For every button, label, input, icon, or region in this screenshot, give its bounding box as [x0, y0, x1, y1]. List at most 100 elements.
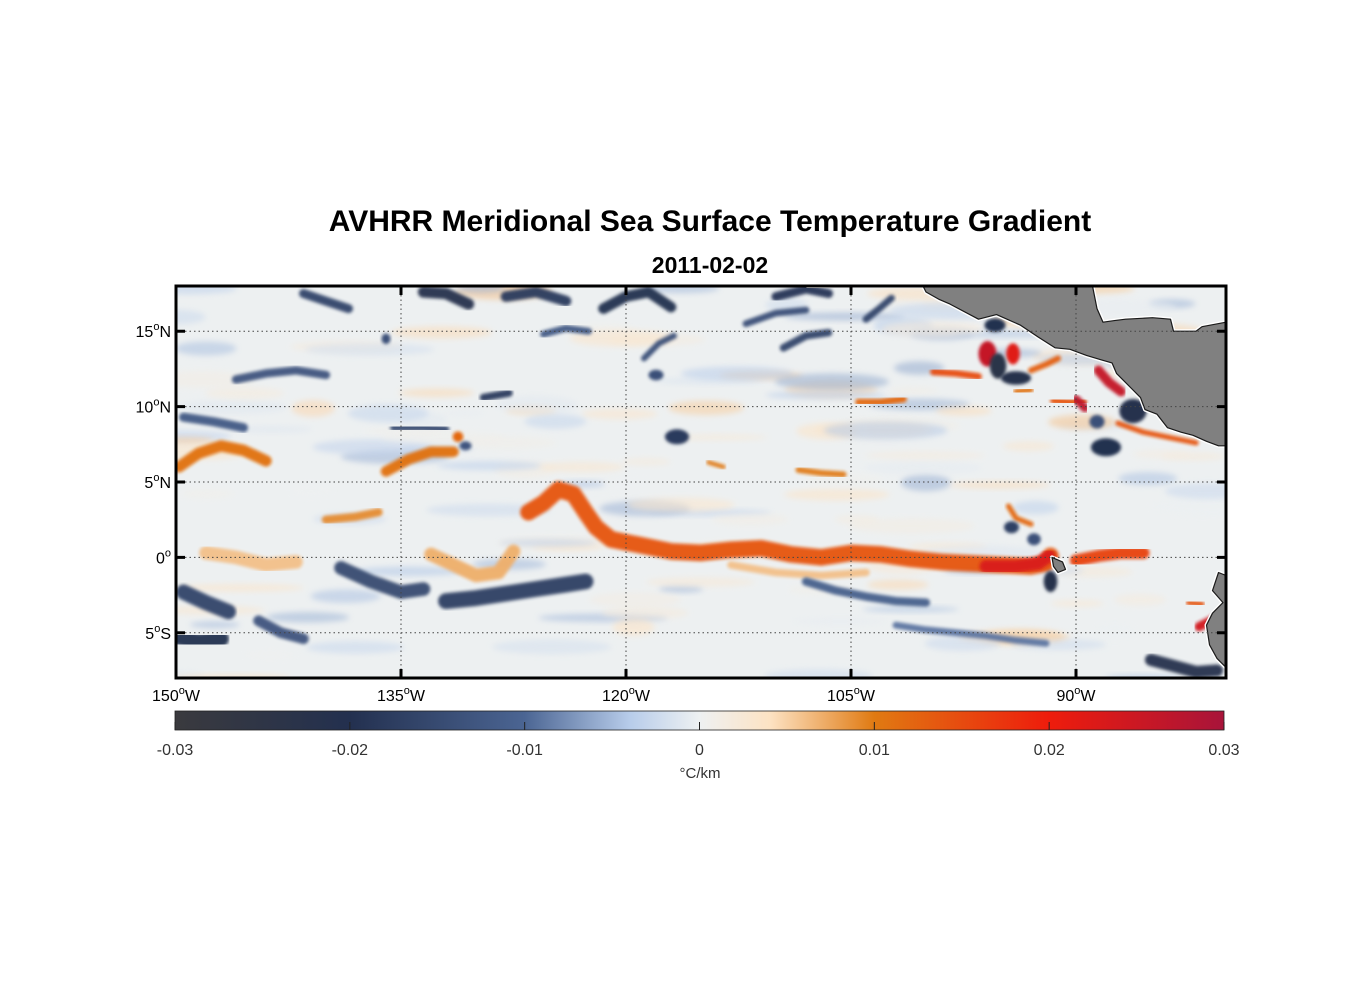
texture-streak [538, 461, 625, 473]
texture-streak [347, 404, 429, 423]
warm-gradient-band [727, 561, 870, 580]
land-polygon [1205, 571, 1226, 669]
cool-gradient-band [417, 286, 475, 310]
texture-streak [492, 639, 612, 655]
warm-gradient-band [321, 508, 383, 524]
cool-gradient-band [862, 294, 895, 323]
land-polygon [1051, 556, 1067, 574]
warm-gradient-band [930, 368, 982, 380]
texture-streak [398, 388, 475, 398]
cool-gradient-blob [648, 369, 664, 381]
x-tick-label: 90oW [1056, 685, 1096, 705]
colorbar-tick-label: -0.01 [506, 742, 543, 759]
cool-gradient-blob [1043, 570, 1058, 593]
gradient-features [176, 286, 1225, 678]
texture-streak [1132, 449, 1191, 459]
cool-gradient-band [299, 289, 353, 314]
colorbar-tick-label: -0.02 [332, 742, 369, 759]
texture-streak [612, 618, 655, 636]
texture-streak [581, 408, 658, 420]
colorbar: -0.03 -0.02 -0.01 0 0.01 0.02 0.03 °C/km [157, 710, 1240, 782]
texture-streak [900, 474, 951, 492]
land-masses [805, 286, 1226, 670]
warm-gradient-band [1069, 546, 1150, 567]
texture-streak [306, 641, 405, 654]
texture-streak [665, 434, 768, 441]
texture-streak [176, 341, 237, 356]
cool-gradient-band [540, 324, 592, 338]
warm-gradient-band [855, 395, 907, 406]
cool-gradient-band [334, 561, 431, 599]
warm-gradient-band [706, 460, 726, 470]
cool-gradient-band [892, 621, 1050, 647]
texture-streak [659, 585, 703, 593]
warm-gradient-band [380, 446, 459, 477]
cool-gradient-band [771, 286, 833, 302]
texture-streak [803, 473, 883, 488]
texture-streak [354, 566, 463, 577]
warm-gradient-band [1115, 420, 1199, 446]
texture-streak [774, 373, 889, 391]
axis-ticks [176, 286, 1226, 678]
texture-streak [627, 497, 735, 512]
land-polygon [806, 286, 1226, 447]
y-tick-label: 5oN [144, 472, 171, 492]
y-tick-label: 0o [156, 547, 171, 567]
texture-streak [823, 421, 948, 440]
texture-streak [924, 635, 1001, 652]
texture-streak [444, 409, 485, 417]
texture-streak [1048, 414, 1116, 430]
y-tick-label: 10oN [136, 397, 171, 417]
texture-streak [176, 309, 206, 325]
texture-streak [1094, 623, 1136, 641]
y-tick-label: 15oN [136, 321, 171, 341]
texture-streak [764, 669, 873, 678]
chart-title: AVHRR Meridional Sea Surface Temperature… [328, 205, 1092, 238]
cool-gradient-blob [1027, 533, 1041, 546]
texture-streak [621, 457, 671, 466]
cool-gradient-blob [989, 353, 1007, 379]
cool-gradient-blob [984, 318, 1006, 333]
texture-streak [180, 488, 234, 499]
texture-streak [426, 503, 551, 517]
x-tick-label: 120oW [602, 685, 651, 705]
texture-streak [456, 286, 506, 293]
cool-gradient-band [801, 577, 931, 607]
texture-streak [524, 414, 587, 429]
warm-gradient-blob [452, 431, 464, 443]
texture-streak [784, 488, 890, 501]
texture-streak [1012, 500, 1059, 515]
texture-streak [711, 513, 789, 526]
texture-streak [834, 514, 880, 525]
texture-streak [231, 425, 313, 433]
texture-streak [862, 606, 959, 613]
warm-gradient-band [979, 549, 1056, 573]
colorbar-tick-label: -0.03 [157, 742, 194, 759]
texture-streak [864, 451, 986, 460]
chart-subtitle: 2011-02-02 [651, 252, 769, 278]
cool-gradient-band [179, 412, 248, 433]
cool-gradient-blob [381, 333, 391, 345]
texture-streak [1002, 441, 1055, 452]
texture-streak [881, 321, 983, 338]
cool-gradient-band [176, 584, 237, 620]
cool-gradient-band [176, 629, 229, 650]
cool-gradient-band [390, 424, 450, 433]
colorbar-ticks: -0.03 -0.02 -0.01 0 0.01 0.02 0.03 [157, 722, 1240, 759]
warm-gradient-band [1028, 355, 1061, 374]
texture-streak [176, 583, 304, 592]
texture-streak [1150, 497, 1226, 516]
texture-streak [310, 589, 381, 603]
colorbar-tick-label: 0.03 [1208, 742, 1239, 759]
texture-streak [601, 606, 689, 620]
texture-streak [1118, 472, 1178, 486]
warm-gradient-band [199, 546, 303, 572]
cool-gradient-blob [1119, 399, 1147, 424]
colorbar-tick-label: 0.02 [1034, 742, 1065, 759]
texture-streak [1050, 599, 1105, 608]
cool-gradient-band [231, 366, 331, 384]
texture-streak [642, 286, 720, 294]
warm-gradient-band [176, 440, 272, 473]
